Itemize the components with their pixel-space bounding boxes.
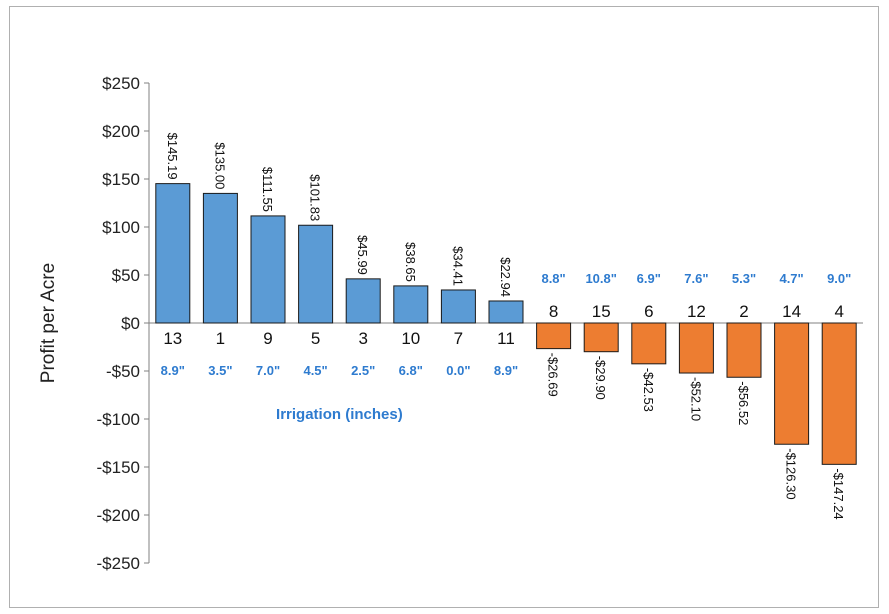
bar bbox=[202, 192, 238, 324]
category-label: 10 bbox=[401, 329, 420, 348]
category-label: 12 bbox=[687, 302, 706, 321]
category-label: 1 bbox=[216, 329, 225, 348]
chart-frame: $250 $200 $150 $100 $50 $0 -$50 -$100 -$150 -$200… bbox=[9, 6, 879, 608]
irrigation-label: 3.5" bbox=[208, 363, 232, 378]
y-axis-title: Profit per Acre bbox=[38, 263, 59, 383]
irrigation-label: 7.0" bbox=[256, 363, 280, 378]
profit-chart: $250 $200 $150 $100 $50 $0 -$50 -$100 -$150 -$200… bbox=[38, 74, 863, 573]
y-tick-label: -$50 bbox=[106, 362, 140, 381]
irrigation-label: 0.0" bbox=[446, 363, 470, 378]
data-label: -$26.69 bbox=[546, 353, 561, 397]
category-label: 6 bbox=[644, 302, 653, 321]
irrigation-label: 8.9" bbox=[161, 363, 185, 378]
irrigation-label: 6.8" bbox=[399, 363, 423, 378]
data-label: -$29.90 bbox=[593, 356, 608, 400]
irrigation-labels: 8.9" 3.5" 7.0" 4.5" 2.5" 6.8" 0.0" 8.9" 8.8" 10.8… bbox=[161, 271, 852, 378]
data-label: $45.99 bbox=[355, 235, 370, 275]
bar bbox=[536, 322, 572, 350]
irrigation-label: 5.3" bbox=[732, 271, 756, 286]
data-label: -$126.30 bbox=[784, 448, 799, 499]
category-labels: 13 1 9 5 3 10 7 11 8 15 6 12 2 14 4 bbox=[163, 302, 844, 348]
irrigation-label: 6.9" bbox=[637, 271, 661, 286]
y-tick-label: $0 bbox=[121, 314, 140, 333]
bar bbox=[345, 278, 381, 324]
category-label: 8 bbox=[549, 302, 558, 321]
y-tick-labels: $250 $200 $150 $100 $50 $0 -$50 -$100 -$150 -$200… bbox=[97, 74, 149, 573]
data-label: $135.00 bbox=[212, 142, 227, 189]
category-label: 14 bbox=[782, 302, 801, 321]
category-label: 5 bbox=[311, 329, 320, 348]
irrigation-label: 8.8" bbox=[541, 271, 565, 286]
bar bbox=[774, 322, 810, 445]
bar bbox=[250, 215, 286, 324]
category-label: 11 bbox=[497, 329, 515, 348]
category-label: 7 bbox=[454, 329, 463, 348]
category-label: 13 bbox=[163, 329, 182, 348]
data-label: $145.19 bbox=[165, 133, 180, 180]
bar bbox=[678, 322, 714, 374]
category-label: 2 bbox=[739, 302, 748, 321]
bar bbox=[583, 322, 619, 353]
bar bbox=[488, 300, 524, 324]
category-label: 9 bbox=[263, 329, 272, 348]
data-label: -$52.10 bbox=[688, 377, 703, 421]
data-labels: $145.19 $135.00 $111.55 $101.83 $45.99 $38.65… bbox=[165, 133, 846, 520]
data-label: $22.94 bbox=[498, 257, 513, 297]
y-tick-label: -$200 bbox=[97, 506, 140, 525]
y-tick-label: -$100 bbox=[97, 410, 140, 429]
bar bbox=[726, 322, 762, 378]
y-tick-label: $250 bbox=[102, 74, 140, 93]
y-tick-label: $150 bbox=[102, 170, 140, 189]
data-label: $38.65 bbox=[403, 242, 418, 282]
irrigation-label: 7.6" bbox=[684, 271, 708, 286]
irrigation-label: 9.0" bbox=[827, 271, 851, 286]
y-tick-label: $50 bbox=[112, 266, 140, 285]
y-tick-label: $100 bbox=[102, 218, 140, 237]
bar bbox=[298, 224, 334, 324]
bar bbox=[821, 322, 857, 465]
category-label: 15 bbox=[592, 302, 611, 321]
bar bbox=[631, 322, 667, 365]
data-label: $34.41 bbox=[450, 246, 465, 286]
irrigation-label: 4.5" bbox=[303, 363, 327, 378]
y-tick-label: -$150 bbox=[97, 458, 140, 477]
irrigation-label: 2.5" bbox=[351, 363, 375, 378]
bar bbox=[155, 183, 191, 324]
irrigation-label: 8.9" bbox=[494, 363, 518, 378]
data-label: -$42.53 bbox=[641, 368, 656, 412]
data-label: $111.55 bbox=[260, 167, 275, 212]
irrigation-label: 10.8" bbox=[585, 271, 616, 286]
irrigation-label: 4.7" bbox=[779, 271, 803, 286]
y-tick-label: $200 bbox=[102, 122, 140, 141]
bars bbox=[155, 183, 857, 465]
data-label: $101.83 bbox=[308, 174, 323, 221]
category-label: 4 bbox=[834, 302, 843, 321]
data-label: -$147.24 bbox=[831, 468, 846, 519]
x-axis-title: Irrigation (inches) bbox=[276, 406, 403, 423]
bar bbox=[393, 285, 429, 324]
category-label: 3 bbox=[358, 329, 367, 348]
y-tick-label: -$250 bbox=[97, 554, 140, 573]
bar bbox=[440, 289, 476, 324]
data-label: -$56.52 bbox=[736, 381, 751, 425]
